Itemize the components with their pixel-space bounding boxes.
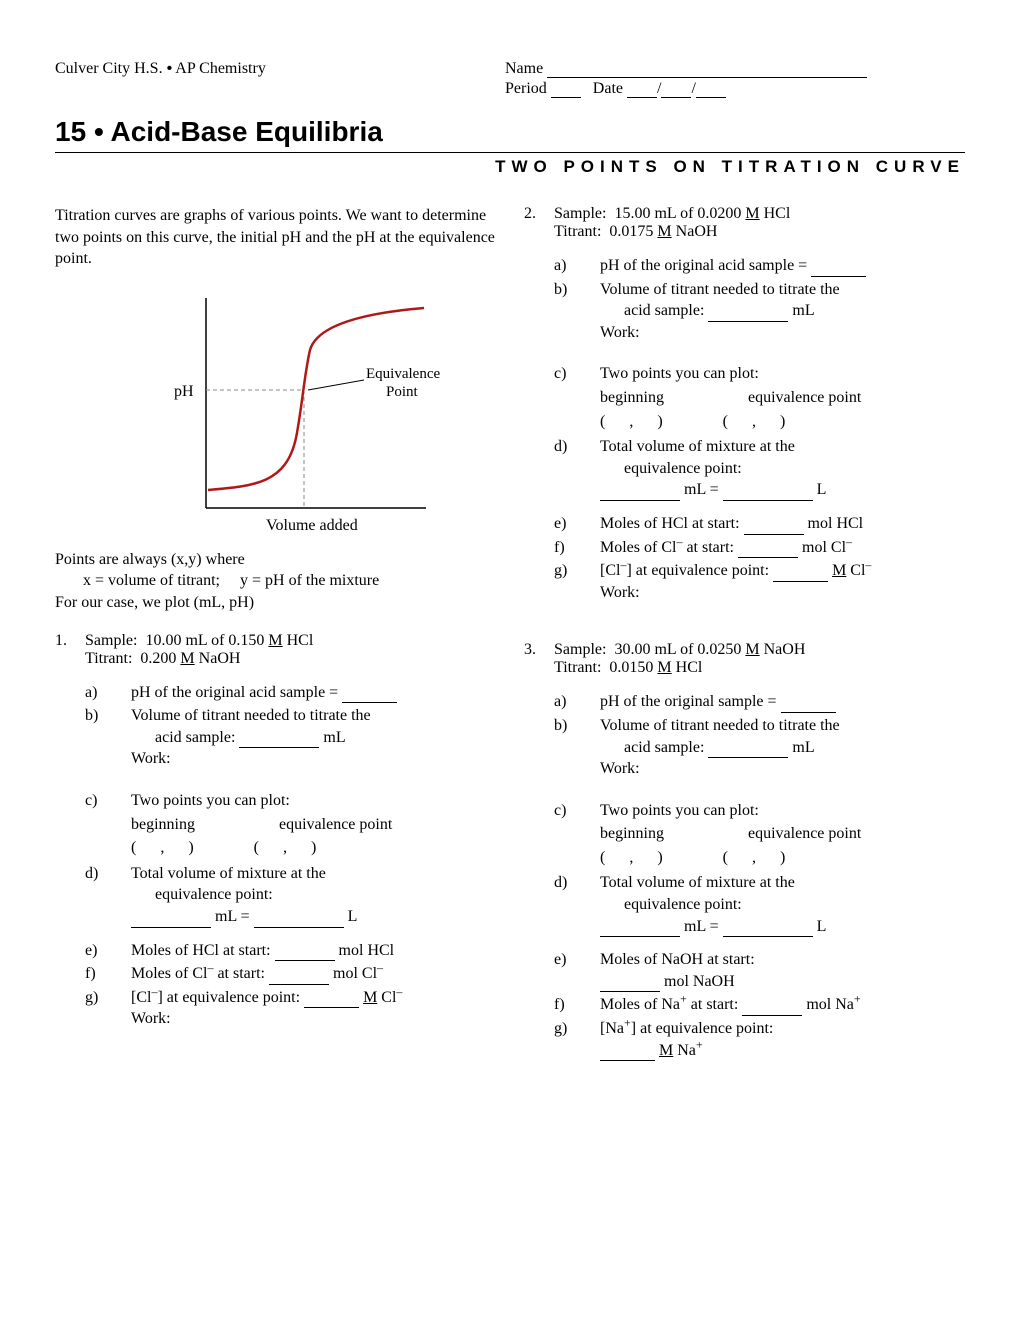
name-date-block: Name Period Date // (505, 60, 965, 98)
answer-blank[interactable] (723, 936, 813, 937)
name-blank[interactable] (547, 77, 867, 78)
problem-1: 1. Sample: 10.00 mL of 0.150 M HCl Titra… (55, 632, 496, 1032)
period-label: Period (505, 80, 547, 97)
date-y[interactable] (696, 97, 726, 98)
answer-blank[interactable] (254, 927, 344, 928)
name-label: Name (505, 60, 543, 77)
svg-text:Volume added: Volume added (266, 517, 358, 534)
chart-svg: pH Equivalence Point Volume added (146, 278, 446, 538)
problem-3: 3. Sample: 30.00 mL of 0.0250 M NaOH Tit… (524, 641, 965, 1063)
chapter-title: 15 • Acid-Base Equilibria (55, 116, 965, 148)
school-course: Culver City H.S. • AP Chemistry (55, 60, 266, 98)
title-rule (55, 152, 965, 153)
titration-chart: pH Equivalence Point Volume added (95, 278, 496, 543)
intro-paragraph: Titration curves are graphs of various p… (55, 205, 496, 270)
answer-blank[interactable] (781, 712, 836, 713)
svg-text:pH: pH (174, 383, 194, 400)
answer-blank[interactable] (269, 984, 329, 985)
answer-blank[interactable] (600, 991, 660, 992)
answer-blank[interactable] (600, 936, 680, 937)
right-column: 2. Sample: 15.00 mL of 0.0200 M HCl Titr… (524, 205, 965, 1063)
left-column: Titration curves are graphs of various p… (55, 205, 496, 1063)
answer-blank[interactable] (708, 321, 788, 322)
answer-blank[interactable] (744, 534, 804, 535)
answer-blank[interactable] (600, 1060, 655, 1061)
answer-blank[interactable] (304, 1007, 359, 1008)
date-label: Date (593, 80, 623, 97)
answer-blank[interactable] (708, 757, 788, 758)
date-d[interactable] (661, 97, 691, 98)
answer-blank[interactable] (239, 747, 319, 748)
answer-blank[interactable] (811, 276, 866, 277)
problem-number: 1. (55, 632, 81, 650)
page-header: Culver City H.S. • AP Chemistry Name Per… (55, 60, 965, 98)
svg-text:Point: Point (386, 384, 419, 400)
svg-text:Equivalence: Equivalence (366, 366, 440, 382)
problem-number: 3. (524, 641, 550, 659)
section-subtitle: TWO POINTS ON TITRATION CURVE (55, 157, 965, 177)
answer-blank[interactable] (738, 557, 798, 558)
problem-number: 2. (524, 205, 550, 223)
answer-blank[interactable] (742, 1015, 802, 1016)
answer-blank[interactable] (275, 960, 335, 961)
answer-blank[interactable] (773, 581, 828, 582)
answer-blank[interactable] (131, 927, 211, 928)
date-m[interactable] (627, 97, 657, 98)
problem-2: 2. Sample: 15.00 mL of 0.0200 M HCl Titr… (524, 205, 965, 605)
period-blank[interactable] (551, 97, 581, 98)
answer-blank[interactable] (600, 500, 680, 501)
points-note: Points are always (x,y) where x = volume… (55, 549, 496, 614)
answer-blank[interactable] (723, 500, 813, 501)
answer-blank[interactable] (342, 702, 397, 703)
